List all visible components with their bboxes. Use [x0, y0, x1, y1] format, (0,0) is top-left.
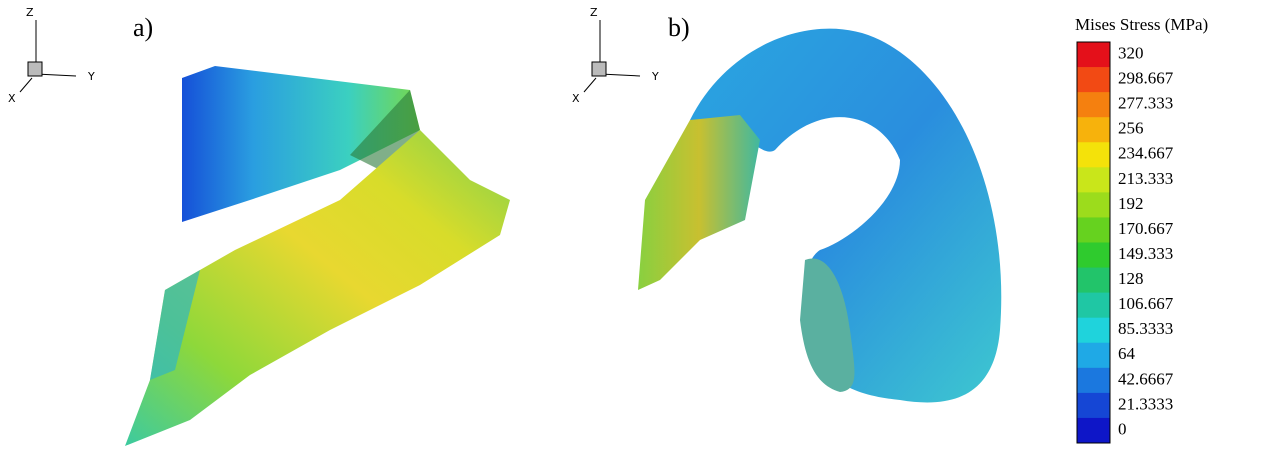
legend-swatch [1077, 192, 1110, 218]
panel-label: b) [668, 13, 690, 42]
triad-z-label: Z [590, 6, 598, 19]
legend-label: 256 [1118, 119, 1144, 138]
legend-swatch [1077, 217, 1110, 243]
legend-label: 170.667 [1118, 219, 1174, 238]
triad-cube [28, 62, 42, 76]
legend-label: 85.3333 [1118, 319, 1173, 338]
figure: Z Y X Z Y X a) b) Mises Stress (MPa) 320… [0, 0, 1268, 454]
legend-swatch [1077, 318, 1110, 344]
axis-triad: Z Y X [8, 6, 95, 105]
legend-label: 42.6667 [1118, 369, 1174, 388]
legend-swatch [1077, 142, 1110, 168]
panel-label: a) [133, 13, 153, 42]
legend-swatch [1077, 117, 1110, 143]
legend-swatch [1077, 92, 1110, 118]
legend-label: 277.333 [1118, 94, 1173, 113]
legend: 320 298.667 277.333 256 234.667 213.333 192 170… [1077, 42, 1174, 444]
legend-label: 192 [1118, 194, 1144, 213]
triad-z-label: Z [26, 6, 34, 19]
flap [638, 115, 760, 290]
triad-x [584, 78, 596, 92]
legend-label: 21.3333 [1118, 394, 1173, 413]
legend-label: 128 [1118, 269, 1144, 288]
panel-a-geometry [125, 66, 510, 446]
legend-label: 149.333 [1118, 244, 1173, 263]
legend-title: Mises Stress (MPa) [1075, 15, 1208, 34]
legend-label: 234.667 [1118, 144, 1174, 163]
legend-label: 298.667 [1118, 69, 1174, 88]
legend-swatch [1077, 268, 1110, 294]
triad-y-label: Y [651, 70, 659, 83]
triad-x [20, 78, 32, 92]
triad-x-label: X [8, 92, 16, 105]
legend-swatch [1077, 42, 1110, 68]
legend-swatch [1077, 393, 1110, 419]
legend-swatch [1077, 167, 1110, 193]
axis-triad: Z Y X [572, 6, 659, 105]
legend-label: 0 [1118, 419, 1127, 438]
legend-swatch [1077, 368, 1110, 394]
legend-swatch [1077, 243, 1110, 269]
triad-y-label: Y [87, 70, 95, 83]
triad-x-label: X [572, 92, 580, 105]
legend-label: 106.667 [1118, 294, 1174, 313]
legend-swatch [1077, 343, 1110, 369]
legend-label: 64 [1118, 344, 1136, 363]
legend-label: 320 [1118, 43, 1144, 62]
triad-cube [592, 62, 606, 76]
legend-swatch [1077, 418, 1110, 444]
legend-swatch [1077, 67, 1110, 93]
panel-b-geometry [638, 29, 1001, 403]
legend-swatch [1077, 293, 1110, 319]
legend-label: 213.333 [1118, 169, 1173, 188]
